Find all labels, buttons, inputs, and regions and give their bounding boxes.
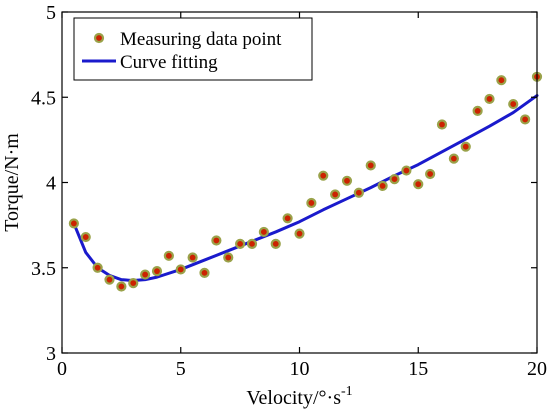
data-point [460,141,471,152]
y-axis-title: Torque/N·m [1,133,23,232]
legend-label-curve: Curve fitting [120,52,218,73]
data-point [128,277,139,289]
data-point [496,75,507,86]
data-point [365,160,376,171]
data-point [163,250,174,261]
y-tick-label: 3 [46,343,56,365]
data-point [377,180,388,192]
data-point [151,266,163,277]
data-point [187,252,198,263]
y-tick-label: 4.5 [31,87,56,109]
data-point [282,213,293,224]
x-tick-label: 20 [527,358,547,380]
data-point [92,262,103,273]
data-point [246,238,258,249]
data-point [270,238,281,249]
data-point [401,165,412,176]
data-point [318,170,329,181]
y-tick-label: 3.5 [31,258,56,280]
data-point [175,264,186,275]
data-point [341,175,353,186]
data-point [294,228,305,239]
data-point [140,269,151,280]
x-tick-label: 10 [290,358,310,380]
data-point [425,168,436,180]
data-point [520,114,531,125]
legend-box [73,17,313,81]
y-tick-label: 5 [46,2,56,24]
legend-label-measuring: Measuring data point [120,29,282,50]
data-point [353,187,364,198]
data-point [80,231,91,243]
data-point [389,173,400,185]
data-point [199,267,210,278]
data-point [116,281,127,292]
axes: 0 5 10 15 20 3 3.5 4 4.5 5 Velocity/°·s-1 Torque/N·… [1,2,547,409]
data-point [484,93,495,105]
x-tick-label: 0 [57,358,67,380]
x-tick-label: 5 [176,358,186,380]
data-point [413,179,424,190]
data-point [448,153,459,164]
data-point [436,119,448,130]
y-tick-label: 4 [46,173,56,195]
legend-marker-icon [93,32,105,44]
x-axis-title: Velocity/°·s-1 [246,384,352,409]
data-point [472,105,483,116]
data-point [223,252,234,263]
data-point [211,235,222,246]
data-point [508,98,519,110]
data-point [330,189,341,200]
data-point [235,238,246,249]
x-tick-label: 15 [408,358,428,380]
data-point [104,274,115,285]
data-point [258,226,269,238]
plot-area [68,71,543,292]
data-point [306,197,317,209]
data-point [68,218,79,229]
